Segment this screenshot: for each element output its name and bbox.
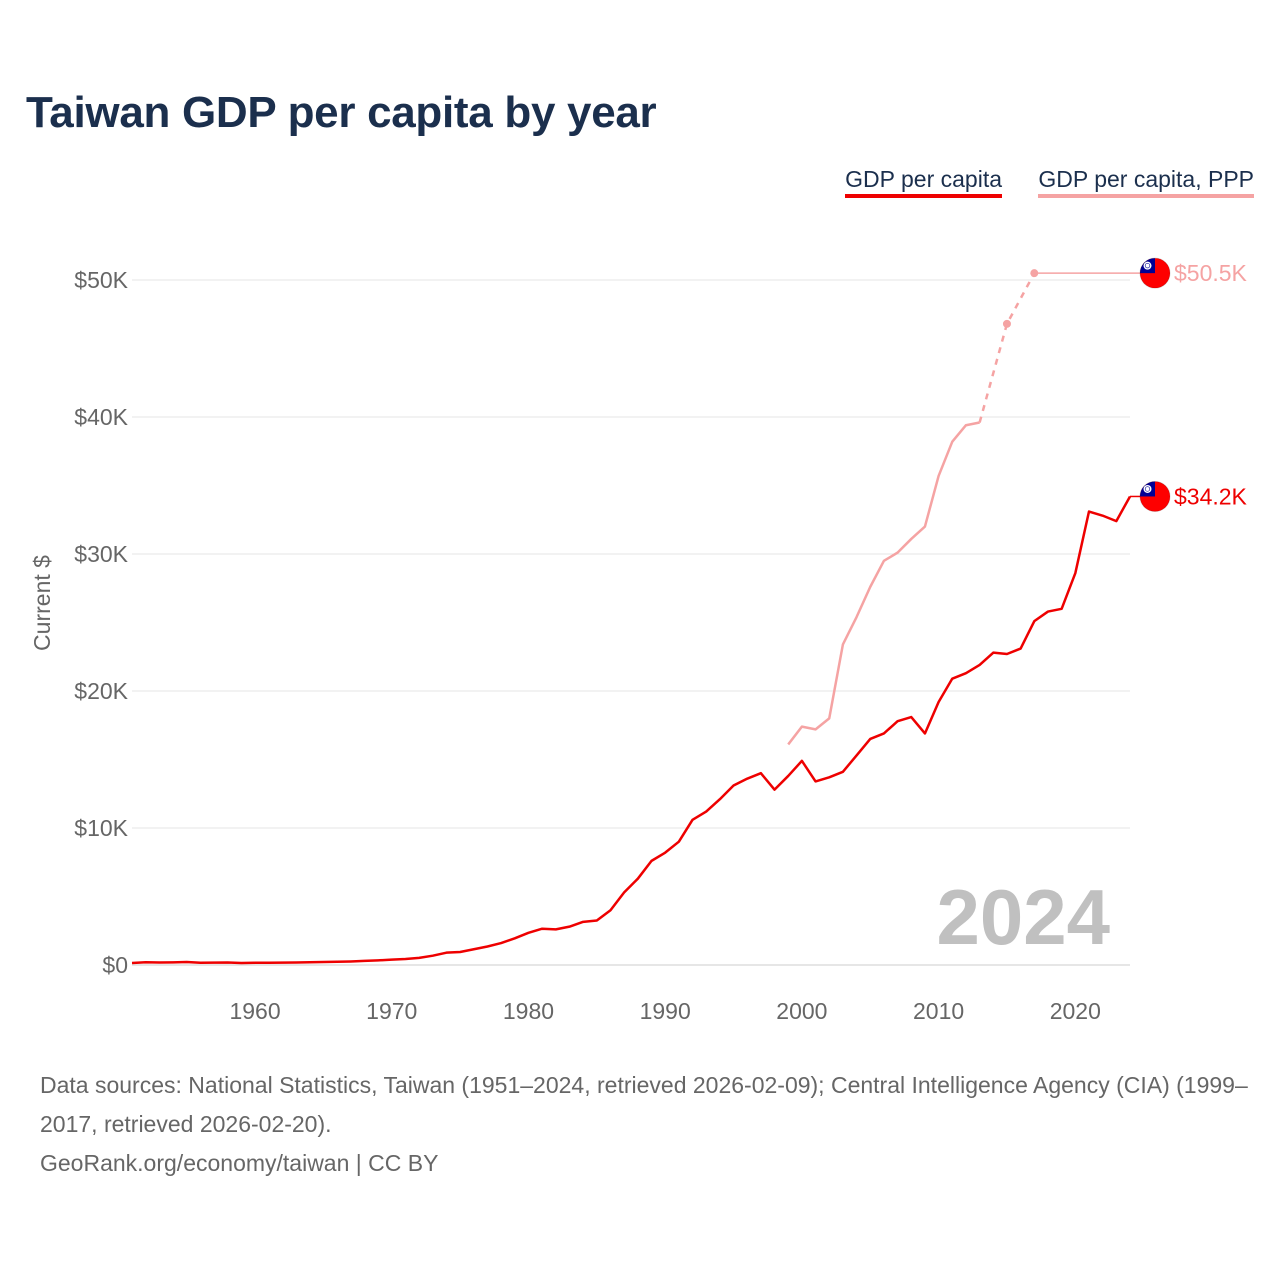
y-axis-ticks: $0 $10K $20K $30K $40K $50K [74,267,128,978]
taiwan-flag-icon [1139,257,1171,289]
legend-gdp-label: GDP per capita [845,166,1002,192]
y-tick-label: $10K [74,815,128,841]
y-tick-label: $20K [74,678,128,704]
x-axis-ticks: 1960 1970 1980 1990 2000 2010 2020 [229,998,1100,1024]
y-tick-label: $40K [74,404,128,430]
gdp-end-value-label: $34.2K [1174,483,1248,509]
x-tick-label: 1970 [366,998,417,1024]
line-chart: $0 $10K $20K $30K $40K $50K 1960 1970 1980 1990 2… [29,257,1248,1024]
credit-link[interactable]: GeoRank.org/economy/taiwan | CC BY [40,1150,439,1176]
legend-gdp-swatch [845,194,1002,198]
x-tick-label: 1980 [503,998,554,1024]
x-tick-label: 2000 [776,998,827,1024]
chart-title: Taiwan GDP per capita by year [26,88,657,137]
y-tick-label: $30K [74,541,128,567]
x-tick-label: 1990 [640,998,691,1024]
legend-ppp-label: GDP per capita, PPP [1038,166,1254,192]
y-axis-label: Current $ [29,555,55,651]
footer: Data sources: National Statistics, Taiwa… [40,1066,1250,1183]
series-lines [131,269,1141,965]
x-tick-label: 2020 [1050,998,1101,1024]
y-tick-label: $50K [74,267,128,293]
x-tick-label: 1960 [229,998,280,1024]
x-tick-label: 2010 [913,998,964,1024]
legend-ppp-swatch [1038,194,1254,198]
gdp-series-line [131,495,1132,965]
grid-lines [132,279,1130,966]
legend-gdp-per-capita[interactable]: GDP per capita [845,166,1002,198]
ppp-series-line [787,421,980,746]
legend-gdp-per-capita-ppp[interactable]: GDP per capita, PPP [1038,166,1254,198]
year-watermark: 2024 [936,873,1110,961]
ppp-end-value-label: $50.5K [1174,260,1248,286]
taiwan-flag-icon [1139,480,1171,512]
y-tick-label: $0 [102,952,128,978]
end-labels: $34.2K $50.5K [1139,257,1248,512]
ppp-series-dashed-line [978,272,1036,423]
ppp-data-point [1002,319,1011,328]
data-sources-text: Data sources: National Statistics, Taiwa… [40,1072,1248,1137]
